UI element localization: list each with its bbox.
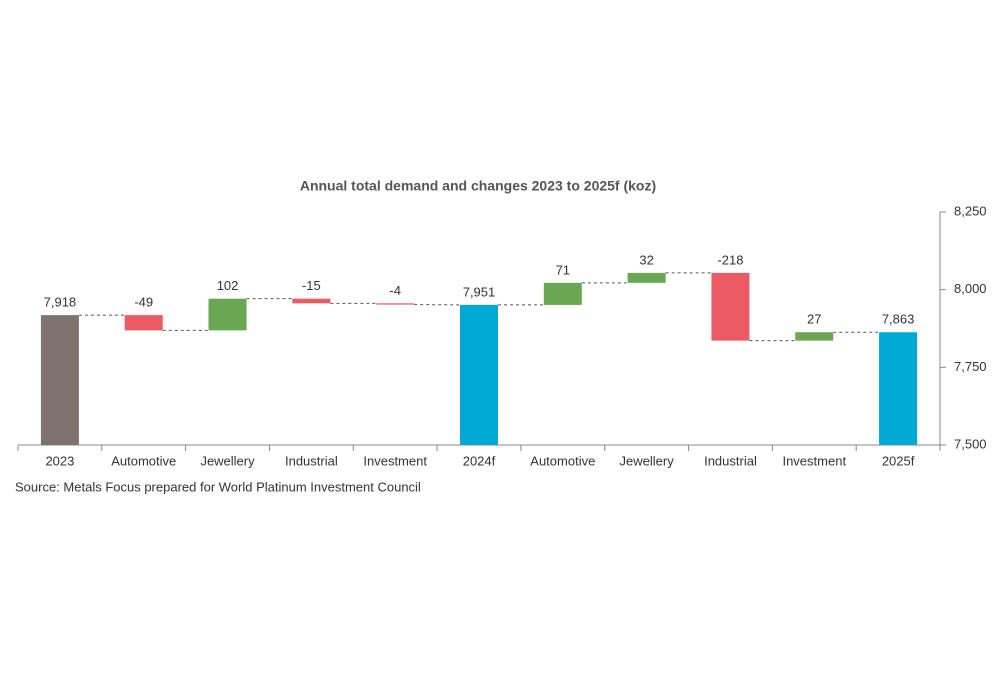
x-tick-label: Jewellery	[200, 453, 255, 468]
y-tick-label: 8,000	[954, 281, 987, 296]
value-label: 7,863	[882, 312, 915, 327]
value-label: 71	[556, 262, 570, 277]
x-tick-label: Automotive	[111, 453, 176, 468]
bar	[40, 315, 79, 445]
value-label: -49	[134, 295, 153, 310]
bar	[460, 304, 498, 445]
value-label: 7,951	[463, 284, 496, 299]
value-label: -15	[302, 278, 321, 293]
chart-title: Annual total demand and changes 2023 to …	[300, 178, 656, 194]
value-label: 32	[639, 252, 653, 267]
value-label: 7,918	[44, 295, 77, 310]
y-tick-label: 7,500	[954, 436, 987, 451]
bar	[376, 303, 415, 305]
x-tick-label: Investment	[363, 453, 427, 468]
x-tick-label: 2023	[45, 453, 74, 468]
source-note: Source: Metals Focus prepared for World …	[15, 479, 421, 494]
x-tick-label: Investment	[782, 453, 846, 468]
x-tick-label: Jewellery	[620, 453, 675, 468]
bar	[711, 272, 750, 341]
value-label: 102	[217, 278, 239, 293]
value-label: -4	[389, 283, 401, 298]
value-label: 27	[807, 312, 821, 327]
bar	[208, 298, 247, 331]
x-tick-label: Industrial	[704, 453, 757, 468]
x-tick-label: Automotive	[530, 453, 595, 468]
y-tick-label: 8,250	[954, 203, 987, 218]
bar	[543, 282, 582, 305]
y-tick-label: 7,750	[954, 359, 987, 374]
bar	[879, 332, 918, 445]
bar	[124, 315, 163, 331]
x-tick-label: 2025f	[882, 453, 915, 468]
bar	[795, 332, 834, 341]
bar	[292, 298, 331, 304]
bar	[627, 272, 666, 283]
x-tick-label: Industrial	[285, 453, 338, 468]
x-tick-label: 2024f	[463, 453, 496, 468]
value-label: -218	[717, 252, 743, 267]
